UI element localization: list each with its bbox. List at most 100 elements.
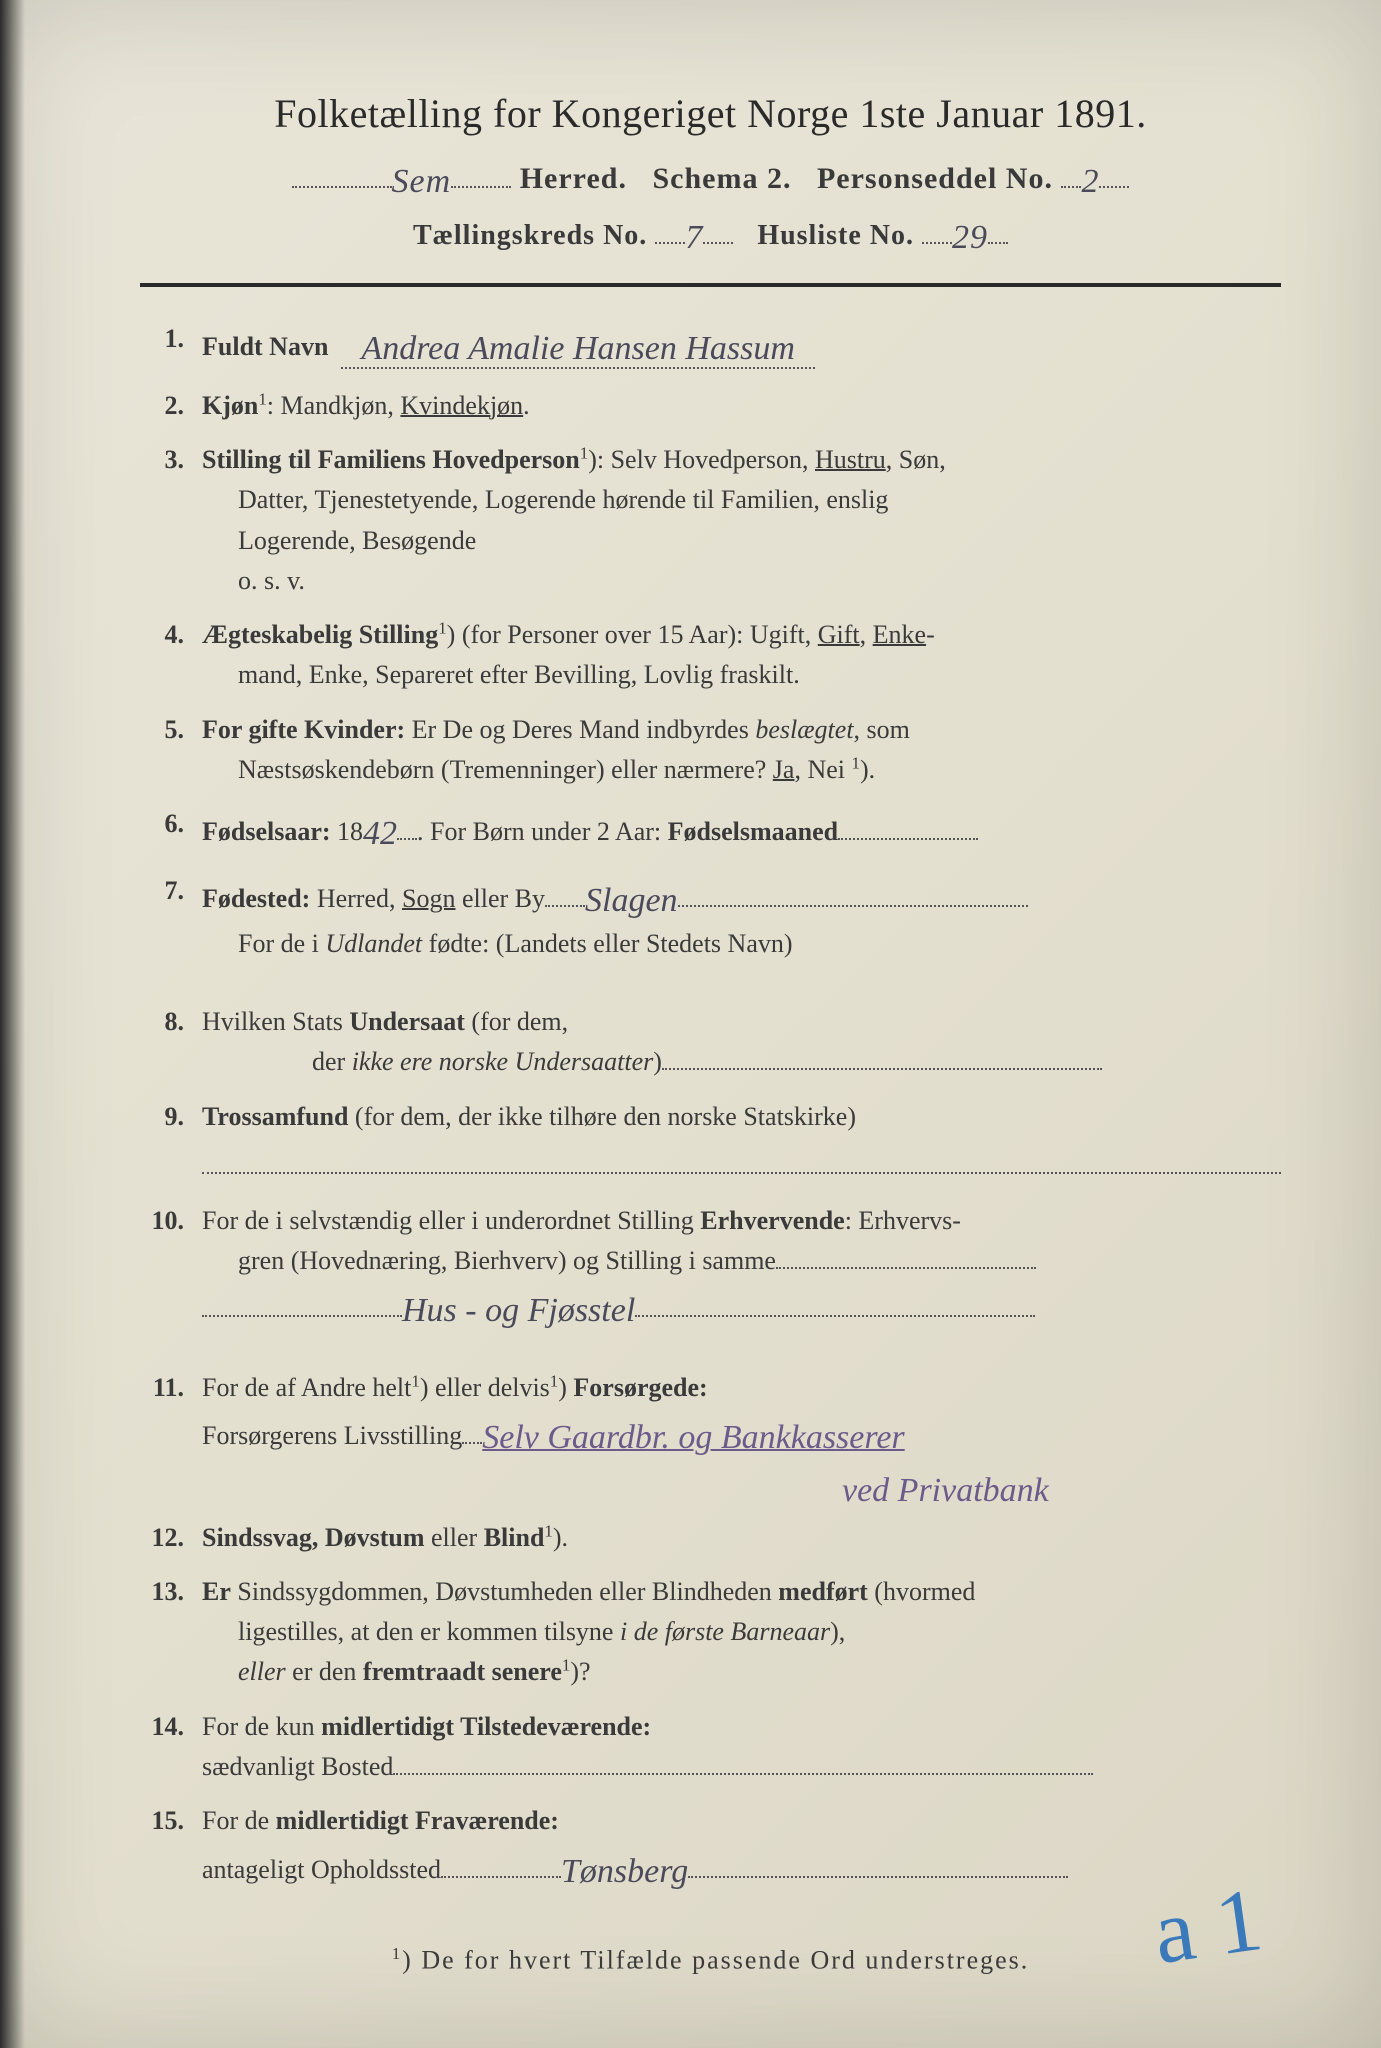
text: Herred, — [310, 884, 402, 913]
text: gren (Hovednæring, Bierhverv) og Stillin… — [202, 1246, 776, 1275]
header-row-1: Sem Herred. Schema 2. Personseddel No. 2 — [140, 159, 1281, 197]
field-13: 13. Er Sindssygdommen, Døvstumheden elle… — [140, 1572, 1281, 1693]
field-body: For gifte Kvinder: Er De og Deres Mand i… — [202, 710, 1281, 791]
spacer — [140, 978, 1281, 1002]
text: Er De og Deres Mand indbyrdes — [405, 715, 755, 744]
dots — [838, 817, 978, 840]
field-body: For de af Andre helt1) eller delvis1) Fo… — [202, 1368, 1281, 1514]
field-label: Ægteskabelig Stilling — [202, 620, 438, 649]
selected-option: Gift — [818, 620, 860, 649]
field-num: 11. — [140, 1368, 202, 1408]
field-label: midlertidigt Fraværende: — [276, 1806, 559, 1835]
text: (for dem, — [465, 1007, 568, 1036]
text: fødte: (Landets eller Stedets Navn) — [422, 929, 792, 958]
text: , som — [854, 715, 910, 744]
text: Logerende, Besøgende — [202, 526, 476, 555]
field-label: Er — [202, 1577, 231, 1606]
sup: 1 — [580, 443, 588, 462]
dots — [688, 1854, 1068, 1877]
text: For de i — [202, 929, 325, 958]
option: Enke — [873, 620, 926, 649]
field-15: 15. For de midlertidigt Fraværende: anta… — [140, 1801, 1281, 1894]
field-label: Blind — [484, 1523, 545, 1552]
dots — [922, 219, 952, 244]
field-num: 7. — [140, 871, 202, 911]
field-label: Fuldt Navn — [202, 332, 328, 361]
text: ). — [553, 1523, 568, 1552]
text: ) (for Personer over 15 Aar): Ugift, — [447, 620, 818, 649]
field-num: 1. — [140, 319, 202, 359]
text: Hvilken Stats — [202, 1007, 349, 1036]
field-num: 5. — [140, 710, 202, 750]
field-7: 7. Fødested: Herred, Sogn eller BySlagen… — [140, 871, 1281, 964]
kreds-label: Tællingskreds No. — [413, 220, 647, 251]
field-label: medført — [778, 1577, 868, 1606]
field-num: 15. — [140, 1801, 202, 1841]
footnote: 1) De for hvert Tilfælde passende Ord un… — [140, 1944, 1281, 1976]
dots — [635, 1294, 1035, 1317]
field-body: Fødselsaar: 1842. For Børn under 2 Aar: … — [202, 804, 1281, 857]
herred-value: Sem — [392, 163, 452, 200]
field-num: 9. — [140, 1097, 202, 1137]
italic-text: i de første Barneaar — [620, 1617, 830, 1646]
dots — [776, 1246, 1036, 1269]
field-body: Kjøn1: Mandkjøn, Kvindekjøn. — [202, 386, 1281, 426]
field-5: 5. For gifte Kvinder: Er De og Deres Man… — [140, 710, 1281, 791]
selected-option: Hustru — [815, 445, 886, 474]
field-10: 10. For de i selvstændig eller i underor… — [140, 1201, 1281, 1334]
field-label: midlertidigt Tilstedeværende: — [321, 1712, 651, 1741]
text: - — [926, 620, 935, 649]
dots — [545, 884, 585, 907]
text: Forsørgerens Livsstilling — [202, 1421, 462, 1450]
personseddel-value: 2 — [1081, 163, 1099, 200]
text: der — [202, 1047, 352, 1076]
field-body: For de midlertidigt Fraværende: antageli… — [202, 1801, 1281, 1894]
dots — [703, 219, 733, 244]
sup: 1 — [852, 753, 860, 772]
occupation-value: Hus - og Fjøsstel — [402, 1292, 635, 1329]
field-num: 13. — [140, 1572, 202, 1612]
year-value: 42 — [363, 815, 397, 852]
dots — [292, 161, 392, 188]
text: : Erhvervs- — [845, 1206, 961, 1235]
dots — [202, 1294, 402, 1317]
text: For de kun — [202, 1712, 321, 1741]
text: : Mandkjøn, — [267, 391, 401, 420]
dots — [393, 1752, 1093, 1775]
dots — [202, 1151, 1281, 1174]
field-label: Sindssvag, Døvstum — [202, 1523, 425, 1552]
text: , Nei — [794, 755, 851, 784]
text: For de — [202, 1806, 276, 1835]
text: . — [523, 391, 530, 420]
field-num: 8. — [140, 1002, 202, 1042]
field-body: Er Sindssygdommen, Døvstumheden eller Bl… — [202, 1572, 1281, 1693]
text: Datter, Tjenestetyende, Logerende hørend… — [202, 485, 888, 514]
text: , — [860, 620, 873, 649]
text: Næstsøskendebørn (Tremenninger) eller næ… — [202, 755, 773, 784]
field-label: Forsørgede: — [573, 1373, 707, 1402]
field-2: 2. Kjøn1: Mandkjøn, Kvindekjøn. — [140, 386, 1281, 426]
field-num: 14. — [140, 1707, 202, 1747]
herred-label: Herred. — [520, 162, 627, 195]
field-body: Trossamfund (for dem, der ikke tilhøre d… — [202, 1097, 1281, 1187]
italic-text: Udlandet — [325, 929, 422, 958]
text: ) — [558, 1373, 573, 1402]
spacer — [140, 1348, 1281, 1368]
field-label: Fødselsaar: — [202, 817, 331, 846]
text: ), — [830, 1617, 845, 1646]
husliste-label: Husliste No. — [757, 220, 914, 251]
text: eller — [425, 1523, 484, 1552]
text: ) — [653, 1047, 662, 1076]
field-label: Trossamfund — [202, 1102, 348, 1131]
selected-option: Ja — [773, 755, 795, 784]
text: For de i selvstændig eller i underordnet… — [202, 1206, 700, 1235]
selected-option: Sogn — [402, 884, 455, 913]
field-body: For de kun midlertidigt Tilstedeværende:… — [202, 1707, 1281, 1788]
text: er den — [286, 1657, 363, 1686]
field-body: Stilling til Familiens Hovedperson1): Se… — [202, 440, 1281, 601]
text: , Søn, — [886, 445, 946, 474]
text: antageligt Opholdssted — [202, 1855, 441, 1884]
field-1: 1. Fuldt Navn Andrea Amalie Hansen Hassu… — [140, 319, 1281, 372]
field-num: 3. — [140, 440, 202, 480]
footnote-text: ) De for hvert Tilfælde passende Ord und… — [402, 1946, 1029, 1975]
